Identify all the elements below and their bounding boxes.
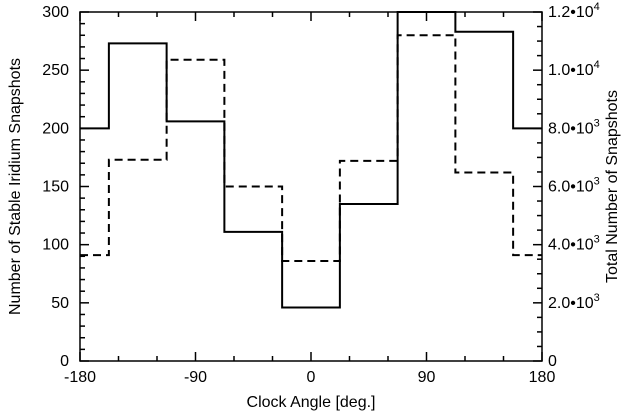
series-dashed-line [80, 34, 542, 262]
y2-tick-label: 4.0•103 [548, 234, 600, 254]
x-tick-label: 0 [307, 369, 316, 386]
y2-axis-title: Total Number of Snapshots [604, 90, 621, 283]
x-tick-label: 90 [418, 369, 436, 386]
y-tick-label: 300 [42, 4, 69, 21]
y-axis-title: Number of Stable Iridium Snapshots [7, 58, 24, 315]
series-solid-line [80, 11, 542, 309]
ticks-layer [79, 11, 543, 362]
y2-tick-label: 0 [548, 353, 557, 370]
y2-tick-label: 1.2•104 [548, 1, 600, 21]
x-tick-label: -90 [184, 369, 207, 386]
tick-labels-layer: -180 -90 0 90 18005010015020025030002.0•1034… [42, 1, 599, 386]
x-tick-label: -180 [64, 369, 96, 386]
x-tick-label: 180 [529, 369, 556, 386]
y2-tick-label: 2.0•103 [548, 292, 600, 312]
y-tick-label: 250 [42, 62, 69, 79]
y-tick-label: 100 [42, 237, 69, 254]
y-tick-label: 150 [42, 179, 69, 196]
plot-border [79, 11, 543, 362]
y-tick-label: 200 [42, 120, 69, 137]
y-tick-label: 50 [51, 295, 69, 312]
y2-tick-label: 1.0•104 [548, 59, 600, 79]
x-axis-title: Clock Angle [deg.] [247, 394, 376, 411]
y2-tick-label: 8.0•103 [548, 117, 600, 137]
plot-frame [79, 11, 543, 362]
y-tick-label: 0 [60, 353, 69, 370]
y2-tick-label: 6.0•103 [548, 176, 600, 196]
series-layer [80, 11, 542, 309]
